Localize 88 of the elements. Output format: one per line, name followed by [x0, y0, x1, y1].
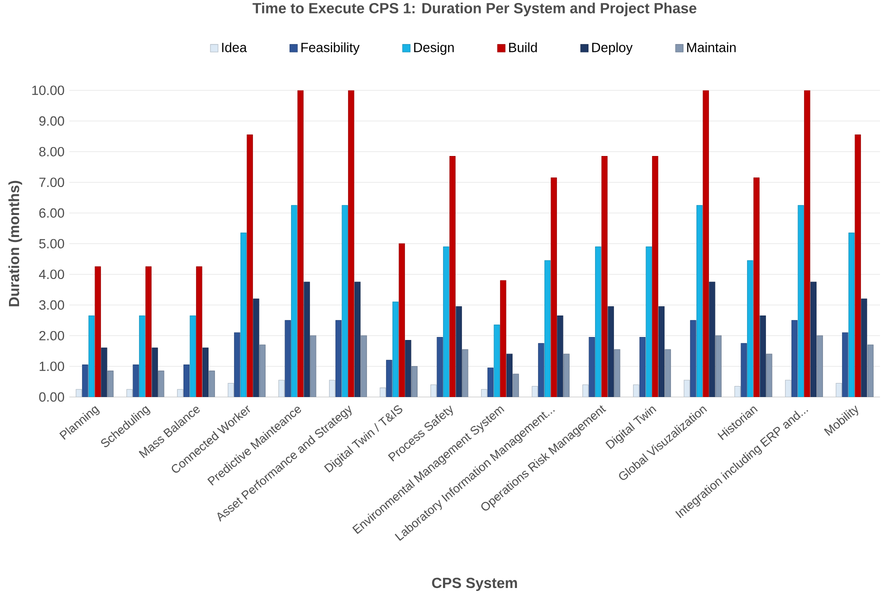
y-tick-label: 1.00: [40, 362, 64, 372]
bar: [740, 343, 747, 397]
legend-label: Build: [509, 42, 537, 52]
bar: [88, 315, 95, 397]
y-tick-label: 0.00: [39, 392, 64, 402]
y-tick-label: 8.00: [39, 146, 64, 156]
legend-label: Idea: [222, 42, 247, 52]
bar: [462, 349, 468, 397]
y-axis-title: Duration (months): [8, 180, 22, 306]
bar: [747, 260, 754, 397]
bar: [690, 320, 696, 397]
bar: [304, 282, 310, 397]
bar: [335, 320, 342, 397]
y-tick-label: 2.00: [39, 330, 64, 340]
y-tick-label: 3.00: [39, 300, 64, 310]
bar: [494, 324, 500, 397]
y-tick-label: 9.00: [39, 116, 64, 126]
bar: [297, 90, 304, 397]
bar: [702, 90, 709, 397]
x-axis-title: CPS System: [432, 578, 517, 591]
bar: [816, 335, 823, 397]
bar: [456, 306, 462, 397]
bar: [766, 354, 772, 397]
bar: [804, 90, 810, 397]
bar: [588, 336, 595, 397]
bar: [861, 298, 868, 397]
bar: [810, 282, 817, 397]
bar: [563, 354, 570, 397]
bar: [183, 364, 190, 397]
y-tick-label: 6.00: [39, 208, 64, 218]
bar: [557, 315, 564, 397]
bar: [259, 344, 266, 397]
legend-label: Design: [414, 42, 454, 55]
legend-label: Maintain: [687, 42, 736, 52]
chart-title: Time to Execute CPS 1: Duration Per System and Project Phase: [252, 2, 696, 16]
bar: [190, 315, 196, 397]
y-tick-label: 7.00: [39, 178, 64, 188]
bar: [354, 282, 361, 397]
bar: [152, 348, 158, 397]
bar: [487, 368, 494, 397]
bar: [132, 364, 139, 397]
bar: [867, 344, 874, 397]
bar: [506, 354, 513, 397]
bar: [443, 246, 450, 397]
bar: [538, 343, 544, 397]
bar: [386, 360, 392, 397]
bar: [658, 306, 665, 397]
bar: [342, 205, 348, 397]
bar: [595, 246, 602, 397]
bar: [696, 205, 703, 397]
bar: [107, 370, 114, 397]
bar: [544, 260, 551, 397]
bar: [798, 205, 804, 397]
bar: [392, 302, 399, 397]
bar: [608, 306, 614, 397]
legend-label: Deploy: [592, 42, 633, 55]
y-tick-label: 5.00: [39, 238, 64, 248]
bar: [646, 246, 652, 397]
bar: [760, 315, 766, 397]
bar: [512, 374, 519, 397]
bar: [639, 336, 646, 397]
bar: [848, 232, 855, 397]
bar: [240, 232, 247, 397]
bar: [348, 90, 354, 397]
bar: [234, 332, 240, 397]
bar: [405, 340, 412, 397]
bar: [139, 315, 146, 397]
bar: [791, 320, 798, 397]
bar: [436, 336, 443, 397]
y-tick-label: 4.00: [38, 270, 64, 280]
bar: [82, 364, 88, 397]
bar: [208, 370, 215, 397]
bar: [158, 370, 164, 397]
bar: [614, 349, 620, 397]
bar: [291, 205, 298, 397]
bar: [253, 298, 260, 397]
bar: [101, 348, 108, 397]
bar: [284, 320, 291, 397]
bar: [310, 335, 316, 397]
legend-label: Feasibility: [301, 42, 360, 55]
bar: [360, 335, 367, 397]
bar: [715, 335, 722, 397]
y-tick-label: 10.00: [32, 86, 64, 96]
bar: [664, 349, 671, 397]
bar: [202, 348, 209, 397]
bar: [411, 366, 418, 397]
bar: [842, 332, 848, 397]
bar: [709, 282, 716, 397]
